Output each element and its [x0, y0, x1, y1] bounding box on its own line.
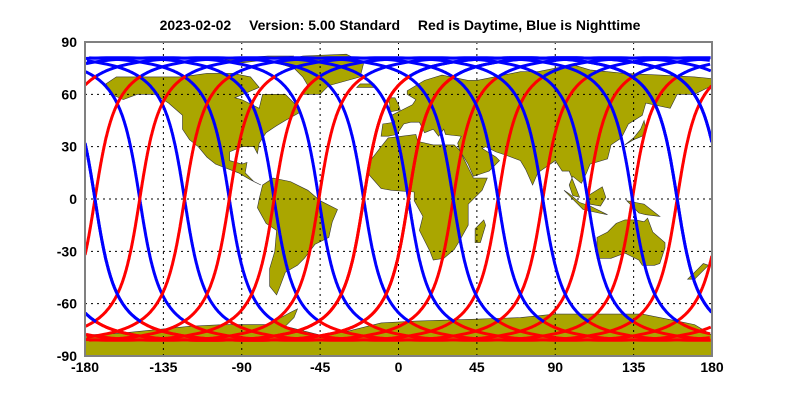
x-tick-label: 45: [469, 359, 485, 375]
day-track-segment: [140, 74, 456, 342]
map-title: 2023-02-02 Version: 5.00 Standard Red is…: [160, 17, 641, 33]
night-track-segment: [183, 198, 232, 324]
x-tick-label: -90: [232, 359, 252, 375]
night-track-segment: [86, 59, 186, 200]
day-track-segment: [677, 320, 711, 336]
land-greenland: [275, 53, 365, 95]
y-tick-label: 0: [69, 191, 77, 207]
night-track-segment: [85, 56, 321, 200]
y-tick-label: 90: [61, 34, 77, 50]
night-track-segment: [407, 198, 456, 324]
night-track-segment: [89, 56, 231, 200]
day-track-segment: [364, 74, 680, 342]
title-date: 2023-02-02: [160, 17, 232, 33]
y-tick-label: -60: [57, 296, 77, 312]
day-track-segment: [86, 74, 232, 339]
land-madagascar: [474, 219, 486, 243]
y-tick-label: 30: [61, 139, 77, 155]
night-track-segment: [451, 198, 501, 324]
night-track-segment: [227, 198, 277, 324]
y-tick-label: 60: [61, 86, 77, 102]
y-tick-label: -90: [57, 348, 77, 364]
day-track-segment: [85, 74, 142, 256]
day-track-segment: [587, 320, 711, 342]
day-track-segment: [85, 74, 366, 342]
day-track-segment: [89, 74, 277, 342]
night-track-segment: [85, 56, 276, 200]
night-track-segment: [630, 198, 680, 324]
day-track-segment: [184, 74, 501, 342]
day-track-segment: [95, 74, 411, 342]
x-tick-label: 180: [700, 359, 724, 375]
night-track-segment: [85, 142, 97, 200]
day-track-segment: [274, 74, 590, 342]
day-track-segment: [319, 74, 635, 342]
title-version: Version: 5.00 Standard: [249, 17, 400, 33]
land-borneo: [587, 186, 607, 207]
x-tick-label: 0: [395, 359, 403, 375]
day-track-segment: [85, 74, 187, 328]
night-track-segment: [362, 198, 411, 324]
land-eurasia: [380, 64, 713, 198]
x-tick-label: 135: [622, 359, 646, 375]
night-track-segment: [541, 198, 590, 324]
night-track-segment: [85, 312, 97, 324]
day-track-segment: [85, 74, 97, 86]
x-axis-ticks: -180 -135 -90 -45 0 45 90 135 180: [71, 359, 724, 375]
land-japan: [624, 119, 647, 146]
x-tick-label: -135: [149, 359, 177, 375]
land-uk: [387, 97, 401, 113]
night-track-segment: [632, 57, 708, 78]
night-track-segment: [453, 56, 712, 143]
x-tick-label: -180: [71, 359, 99, 375]
day-track-segment: [632, 320, 708, 341]
night-track-segment: [85, 70, 142, 200]
x-tick-label: -45: [310, 359, 330, 375]
night-track-segment: [496, 198, 545, 324]
land-australia: [596, 217, 666, 266]
y-tick-label: -30: [57, 243, 77, 259]
night-track-segment: [93, 198, 142, 324]
day-track-segment: [498, 320, 712, 342]
night-track-segment: [138, 198, 187, 324]
title-legend: Red is Daytime, Blue is Nighttime: [418, 17, 641, 33]
night-track-segment: [587, 56, 711, 78]
night-track-segment: [677, 62, 711, 78]
day-track-segment: [453, 255, 712, 342]
y-axis-ticks: 90 60 30 0 -30 -60 -90: [57, 34, 77, 364]
land-new-guinea: [625, 200, 661, 217]
night-track-segment: [675, 198, 712, 314]
day-track-segment: [85, 74, 321, 342]
night-track-segment: [317, 198, 366, 324]
day-track-segment: [229, 74, 545, 342]
night-track-segment: [586, 198, 635, 324]
satellite-ground-tracks: [85, 56, 712, 342]
x-tick-label: 90: [547, 359, 563, 375]
continents: [84, 53, 713, 357]
night-track-segment: [272, 198, 321, 324]
night-track-segment: [675, 198, 712, 314]
map-frame: [84, 41, 713, 357]
